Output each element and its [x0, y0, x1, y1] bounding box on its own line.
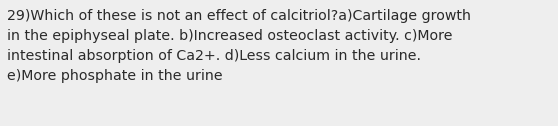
Text: 29)Which of these is not an effect of calcitriol?a)Cartilage growth
in the epiph: 29)Which of these is not an effect of ca… [7, 9, 472, 83]
